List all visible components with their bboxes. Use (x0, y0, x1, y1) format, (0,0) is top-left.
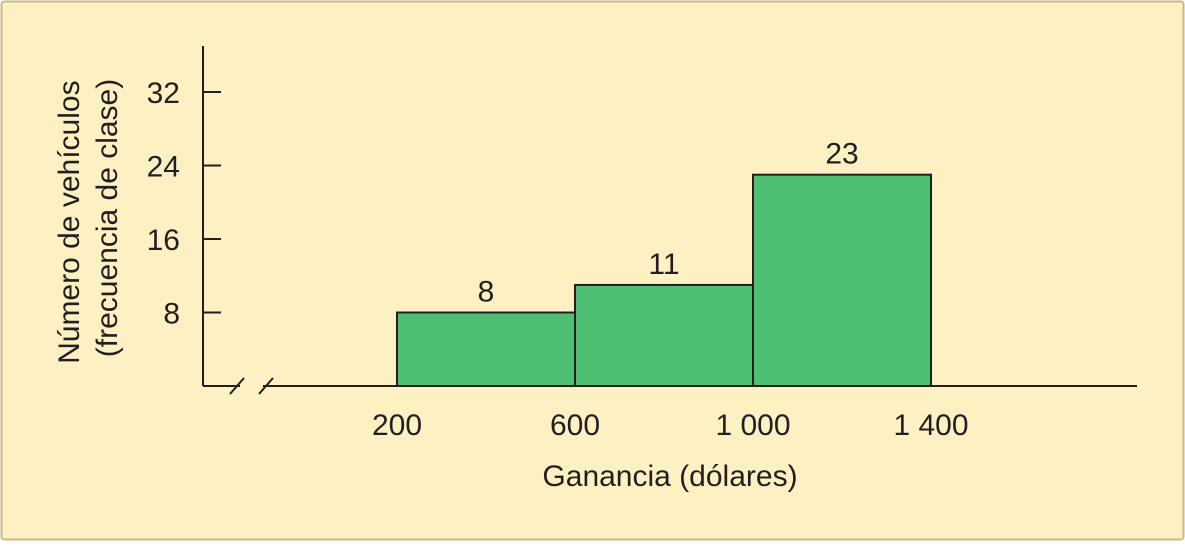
y-tick-label: 16 (147, 224, 180, 257)
bars-layer (396, 173, 932, 387)
y-axis-label-line-1: Número de vehículos (53, 80, 86, 363)
y-tick-label: 8 (163, 298, 180, 331)
bar-value-label: 8 (478, 276, 495, 309)
y-tick-label: 32 (147, 77, 180, 110)
y-tick-label: 24 (147, 151, 180, 184)
histogram-bar (752, 173, 932, 387)
axis-break-mark (229, 377, 245, 395)
x-tick-label: 1 400 (893, 409, 968, 442)
labels-layer: 8 11 23 8 16 24 32 200 600 1 000 1 400 (147, 77, 969, 442)
x-tick-label: 600 (550, 409, 600, 442)
axes-layer (202, 46, 1137, 395)
bar-value-label: 11 (648, 248, 679, 281)
y-axis-label-line-2: (frecuencia de clase) (91, 79, 124, 357)
x-tick-label: 1 000 (715, 409, 790, 442)
axis-break-mark (258, 377, 274, 395)
x-tick-label: 200 (372, 409, 422, 442)
y-axis-label: Número de vehículos (frecuencia de clase… (53, 72, 124, 364)
bar-value-label: 23 (825, 138, 858, 171)
histogram-bar (396, 311, 576, 387)
histogram-bar (574, 283, 754, 387)
x-axis-label: Ganancia (dólares) (542, 460, 797, 493)
